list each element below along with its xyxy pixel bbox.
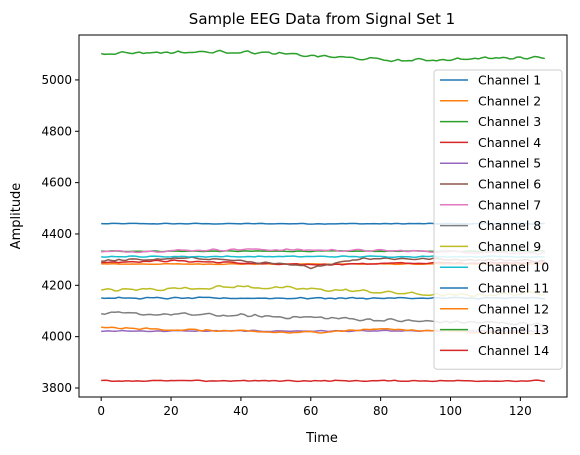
legend-label: Channel 6 <box>478 177 541 192</box>
legend-label: Channel 4 <box>478 135 541 150</box>
legend-label: Channel 13 <box>478 322 549 337</box>
series-line-13 <box>101 49 545 63</box>
legend-label: Channel 11 <box>478 281 549 296</box>
legend-label: Channel 7 <box>478 197 541 212</box>
x-axis-label: Time <box>305 431 338 446</box>
y-tick-label: 4200 <box>41 278 72 292</box>
x-tick-label: 40 <box>233 404 248 418</box>
x-tick-label: 100 <box>439 404 462 418</box>
y-tick-label: 4800 <box>41 124 72 138</box>
x-tick-label: 80 <box>373 404 388 418</box>
legend-label: Channel 1 <box>478 73 541 88</box>
x-tick-label: 20 <box>163 404 178 418</box>
legend-label: Channel 12 <box>478 301 549 316</box>
legend-label: Channel 3 <box>478 114 541 129</box>
y-tick-label: 5000 <box>41 73 72 87</box>
x-tick-label: 120 <box>509 404 532 418</box>
y-tick-label: 4600 <box>41 176 72 190</box>
chart-title: Sample EEG Data from Signal Set 1 <box>189 10 455 28</box>
legend-label: Channel 5 <box>478 156 541 171</box>
legend-label: Channel 8 <box>478 218 541 233</box>
y-axis-label: Amplitude <box>9 183 24 250</box>
x-axis-ticks: 0 20 40 60 80 100 120 <box>97 397 532 418</box>
x-tick-label: 0 <box>97 404 105 418</box>
legend: Channel 1 Channel 2 Channel 3 Channel 4 Chan… <box>433 69 563 370</box>
y-tick-label: 4400 <box>41 227 72 241</box>
y-tick-label: 4000 <box>41 330 72 344</box>
y-tick-label: 3800 <box>41 381 72 395</box>
series-line-14 <box>101 379 545 383</box>
legend-label: Channel 2 <box>478 93 541 108</box>
legend-label: Channel 14 <box>478 343 549 358</box>
y-axis-ticks: 3800 4000 4200 4400 4600 4800 5000 <box>41 73 79 395</box>
x-tick-label: 60 <box>303 404 318 418</box>
axes-frame <box>78 34 568 398</box>
legend-label: Channel 9 <box>478 239 541 254</box>
legend-box <box>433 69 563 370</box>
legend-label: Channel 10 <box>478 260 549 275</box>
